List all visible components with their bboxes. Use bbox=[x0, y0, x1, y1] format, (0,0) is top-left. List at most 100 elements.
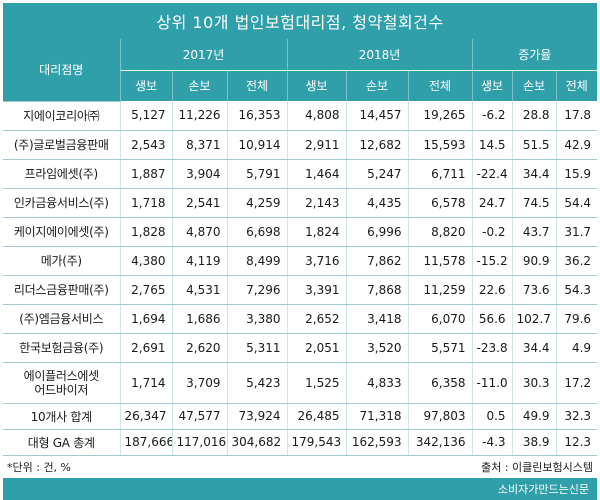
value-cell: -11.0 bbox=[471, 362, 513, 404]
value-cell: 14.5 bbox=[471, 130, 513, 160]
value-cell: 56.6 bbox=[471, 304, 513, 334]
value-cell: 6,070 bbox=[407, 304, 473, 334]
table-row: 지에이코리아㈜ 5,127 11,226 16,353 4,808 14,457… bbox=[3, 101, 598, 131]
value-cell: 5,423 bbox=[226, 362, 288, 404]
agency-name-line1: 에이플러스에셋 bbox=[23, 368, 99, 383]
ga-total-row: 대형 GA 총계 187,666 117,016 304,682 179,543… bbox=[3, 429, 598, 456]
header-change-rate: 증가율 bbox=[471, 39, 598, 71]
value-cell: 17.8 bbox=[555, 101, 598, 131]
footer-notes: *단위 : 건, % 출처 : 이클린보험시스템 bbox=[3, 456, 597, 478]
value-cell: 34.4 bbox=[511, 333, 557, 363]
table-row: (주)엠금융서비스 1,694 1,686 3,380 2,652 3,418 … bbox=[3, 304, 598, 334]
value-cell: 26,347 bbox=[120, 402, 172, 430]
source-note: 출처 : 이클린보험시스템 bbox=[481, 460, 593, 474]
value-cell: 2,765 bbox=[120, 275, 172, 305]
value-cell: 54.4 bbox=[555, 188, 598, 218]
value-cell: 5,791 bbox=[226, 159, 288, 189]
value-cell: 3,904 bbox=[171, 159, 227, 189]
value-cell: 14,457 bbox=[345, 101, 409, 131]
agency-name: 리더스금융판매(주) bbox=[3, 275, 121, 305]
agency-name: 프라임에셋(주) bbox=[3, 159, 121, 189]
value-cell: 6,711 bbox=[407, 159, 473, 189]
table-title: 상위 10개 법인보험대리점, 청약철회건수 bbox=[3, 3, 597, 39]
value-cell: 43.7 bbox=[511, 217, 557, 247]
subheader-cell: 전체 bbox=[555, 70, 598, 101]
value-cell: 102.7 bbox=[511, 304, 557, 334]
value-cell: 36.2 bbox=[555, 246, 598, 276]
value-cell: 5,311 bbox=[226, 333, 288, 363]
value-cell: 4,870 bbox=[171, 217, 227, 247]
value-cell: 49.9 bbox=[511, 402, 557, 430]
value-cell: 1,686 bbox=[171, 304, 227, 334]
table-row: 프라임에셋(주) 1,887 3,904 5,791 1,464 5,247 6… bbox=[3, 159, 598, 189]
value-cell: 16,353 bbox=[226, 101, 288, 131]
value-cell: 4.9 bbox=[555, 333, 598, 363]
value-cell: 2,051 bbox=[286, 333, 347, 363]
value-cell: 8,499 bbox=[226, 246, 288, 276]
value-cell: 3,418 bbox=[345, 304, 409, 334]
value-cell: 342,136 bbox=[407, 429, 473, 456]
value-cell: -6.2 bbox=[471, 101, 513, 131]
agency-name: 지에이코리아㈜ bbox=[3, 101, 121, 131]
subheader-cell: 생보 bbox=[471, 70, 513, 101]
value-cell: 30.3 bbox=[511, 362, 557, 404]
table-row: 리더스금융판매(주) 2,765 4,531 7,296 3,391 7,868… bbox=[3, 275, 598, 305]
agency-name-line2: 어드바이저 bbox=[34, 382, 89, 397]
value-cell: 7,296 bbox=[226, 275, 288, 305]
header-year-2018: 2018년 bbox=[286, 39, 473, 71]
table-row: 인카금융서비스(주) 1,718 2,541 4,259 2,143 4,435… bbox=[3, 188, 598, 218]
value-cell: 79.6 bbox=[555, 304, 598, 334]
value-cell: 7,862 bbox=[345, 246, 409, 276]
ga-total-label: 대형 GA 총계 bbox=[3, 429, 121, 456]
brand-name: 소비자가만드는신문 bbox=[497, 482, 589, 496]
value-cell: 19,265 bbox=[407, 101, 473, 131]
value-cell: 26,485 bbox=[286, 402, 347, 430]
value-cell: 7,868 bbox=[345, 275, 409, 305]
subheader-cell: 전체 bbox=[407, 70, 473, 101]
value-cell: 4,435 bbox=[345, 188, 409, 218]
value-cell: -15.2 bbox=[471, 246, 513, 276]
value-cell: 47,577 bbox=[171, 402, 227, 430]
unit-footnote: *단위 : 건, % bbox=[7, 460, 72, 474]
value-cell: 6,698 bbox=[226, 217, 288, 247]
value-cell: 5,247 bbox=[345, 159, 409, 189]
subheader-cell: 손보 bbox=[345, 70, 409, 101]
value-cell: 162,593 bbox=[345, 429, 409, 456]
value-cell: 1,824 bbox=[286, 217, 347, 247]
value-cell: 1,828 bbox=[120, 217, 172, 247]
value-cell: 6,996 bbox=[345, 217, 409, 247]
value-cell: 31.7 bbox=[555, 217, 598, 247]
table-row: 한국보험금융(주) 2,691 2,620 5,311 2,051 3,520 … bbox=[3, 333, 598, 363]
agency-name: 에이플러스에셋 어드바이저 bbox=[3, 362, 121, 404]
value-cell: 42.9 bbox=[555, 130, 598, 160]
value-cell: 4,380 bbox=[120, 246, 172, 276]
header-agency-name: 대리점명 bbox=[3, 39, 121, 102]
subheader-cell: 전체 bbox=[226, 70, 288, 101]
value-cell: 11,259 bbox=[407, 275, 473, 305]
value-cell: 0.5 bbox=[471, 402, 513, 430]
value-cell: 3,716 bbox=[286, 246, 347, 276]
table-row: (주)글로벌금융판매 2,543 8,371 10,914 2,911 12,6… bbox=[3, 130, 598, 160]
value-cell: 2,543 bbox=[120, 130, 172, 160]
value-cell: 17.2 bbox=[555, 362, 598, 404]
agency-name: (주)엠금융서비스 bbox=[3, 304, 121, 334]
value-cell: 74.5 bbox=[511, 188, 557, 218]
agency-name: (주)글로벌금융판매 bbox=[3, 130, 121, 160]
value-cell: 6,578 bbox=[407, 188, 473, 218]
value-cell: 187,666 bbox=[120, 429, 172, 456]
total-row: 10개사 합계 26,347 47,577 73,924 26,485 71,3… bbox=[3, 402, 598, 430]
value-cell: 73,924 bbox=[226, 402, 288, 430]
value-cell: 2,143 bbox=[286, 188, 347, 218]
value-cell: -23.8 bbox=[471, 333, 513, 363]
value-cell: 1,714 bbox=[120, 362, 172, 404]
value-cell: 4,531 bbox=[171, 275, 227, 305]
value-cell: 2,691 bbox=[120, 333, 172, 363]
subheader-cell: 생보 bbox=[120, 70, 172, 101]
value-cell: 22.6 bbox=[471, 275, 513, 305]
value-cell: 12,682 bbox=[345, 130, 409, 160]
value-cell: 34.4 bbox=[511, 159, 557, 189]
value-cell: 8,820 bbox=[407, 217, 473, 247]
value-cell: 15.9 bbox=[555, 159, 598, 189]
value-cell: 11,226 bbox=[171, 101, 227, 131]
value-cell: 4,119 bbox=[171, 246, 227, 276]
